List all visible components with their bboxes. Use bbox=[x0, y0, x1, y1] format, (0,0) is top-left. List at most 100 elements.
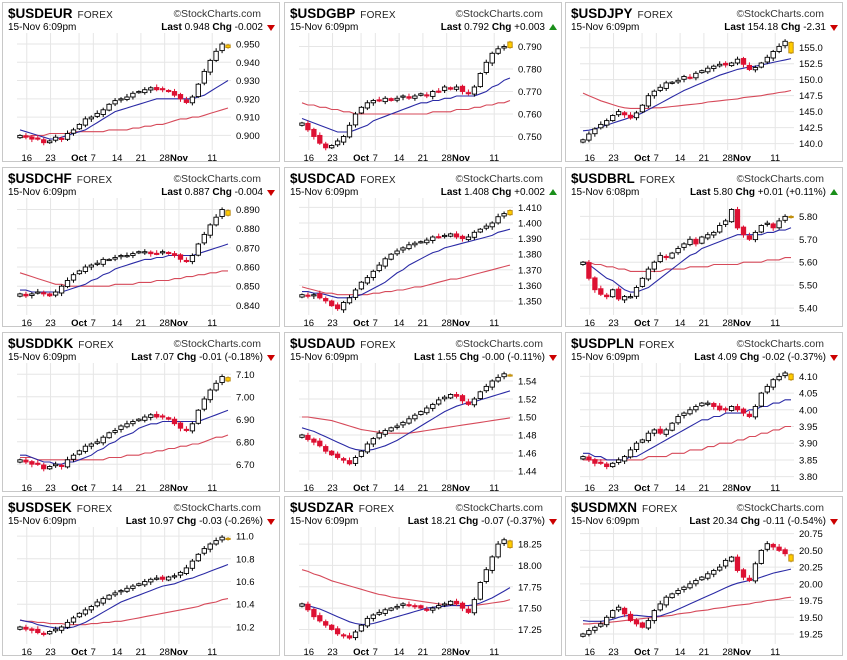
chart-panel[interactable]: $USDBRL FOREX ©StockCharts.com 15-Nov 6:08p… bbox=[565, 167, 843, 327]
y-tick-label: 0.780 bbox=[518, 65, 542, 76]
x-tick-label: Oct bbox=[353, 483, 370, 491]
candle-body bbox=[758, 549, 764, 564]
chart-panel[interactable]: $USDEUR FOREX ©StockCharts.com 15-Nov 6:09p… bbox=[2, 2, 280, 162]
candle-body bbox=[633, 619, 640, 625]
candle-body bbox=[171, 91, 178, 96]
candle-body bbox=[183, 99, 190, 103]
chart-stats: Last 1.408 Chg +0.002 bbox=[441, 187, 545, 198]
candle-body bbox=[610, 610, 616, 618]
candle-body bbox=[459, 235, 466, 240]
chart-panel[interactable]: $USDGBP FOREX ©StockCharts.com 15-Nov 6:09p… bbox=[284, 2, 562, 162]
candle-body bbox=[615, 288, 622, 300]
candle-body bbox=[501, 46, 507, 49]
x-tick-label: 21 bbox=[699, 483, 710, 491]
chart-panel[interactable]: $USDPLN FOREX ©StockCharts.com 15-Nov 6:09p… bbox=[565, 332, 843, 492]
candle-body bbox=[94, 601, 100, 607]
watermark-text: StockCharts.com bbox=[463, 8, 543, 20]
chart-date: 15-Nov 6:09pm bbox=[8, 516, 77, 527]
chart-date: 15-Nov 6:08pm bbox=[571, 187, 640, 198]
y-tick-label: 1.46 bbox=[518, 449, 537, 460]
y-tick-label: 1.380 bbox=[518, 250, 542, 261]
candle-body bbox=[41, 139, 47, 144]
chart-panel[interactable]: $USDCAD FOREX ©StockCharts.com 15-Nov 6:09p… bbox=[284, 167, 562, 327]
candle-body bbox=[746, 235, 753, 240]
stockcharts-watermark: ©StockCharts.com bbox=[737, 173, 824, 185]
candle-body bbox=[722, 220, 729, 225]
last-label: Last bbox=[689, 516, 713, 527]
y-tick-label: 20.75 bbox=[799, 529, 823, 540]
chg-label: Chg bbox=[737, 352, 763, 363]
chart-panel[interactable]: $USDZAR FOREX ©StockCharts.com 15-Nov 6:09p… bbox=[284, 496, 562, 656]
chart-panel[interactable]: $USDDKK FOREX ©StockCharts.com 15-Nov 6:09p… bbox=[2, 332, 280, 492]
candle-body bbox=[35, 628, 41, 634]
watermark-text: StockCharts.com bbox=[181, 173, 261, 185]
candle-body bbox=[70, 129, 77, 134]
candle-body bbox=[495, 543, 501, 558]
x-tick-label: 16 bbox=[21, 318, 32, 326]
triangle-down-icon bbox=[267, 355, 275, 361]
candle-body bbox=[370, 270, 376, 278]
candle-body bbox=[764, 543, 770, 550]
x-tick-label: 21 bbox=[699, 318, 710, 326]
exchange-label: FOREX bbox=[76, 175, 113, 186]
watermark-text: StockCharts.com bbox=[463, 338, 543, 350]
watermark-text: StockCharts.com bbox=[744, 8, 824, 20]
candle-body bbox=[23, 135, 29, 138]
y-tick-label: 1.410 bbox=[518, 203, 542, 214]
candle-body bbox=[136, 583, 142, 586]
candle-body bbox=[412, 414, 418, 420]
chart-symbol: $USDEUR FOREX bbox=[8, 6, 113, 21]
ma-long-line bbox=[582, 89, 792, 109]
candle-body bbox=[100, 109, 106, 115]
candle-body bbox=[604, 120, 610, 126]
watermark-text: StockCharts.com bbox=[181, 8, 261, 20]
x-tick-label: 11 bbox=[770, 647, 780, 655]
candle-body bbox=[639, 104, 646, 113]
chart-panel[interactable]: $USDSEK FOREX ©StockCharts.com 15-Nov 6:09p… bbox=[2, 496, 280, 656]
chart-panel[interactable]: $USDMXN FOREX ©StockCharts.com 15-Nov 6:09p… bbox=[565, 496, 843, 656]
chart-symbol: $USDJPY FOREX bbox=[571, 6, 673, 21]
candle-body bbox=[352, 457, 359, 464]
candle-body bbox=[424, 608, 430, 611]
x-tick-label: 28 bbox=[441, 318, 452, 326]
candle-body bbox=[687, 238, 693, 246]
ma-long-line bbox=[19, 598, 229, 626]
chart-stats: Last 20.34 Chg -0.11 (-0.54%) bbox=[689, 516, 826, 527]
last-label: Last bbox=[131, 352, 155, 363]
y-tick-label: 5.50 bbox=[799, 281, 818, 292]
candle-body bbox=[477, 582, 483, 600]
x-tick-label: 21 bbox=[136, 483, 147, 491]
chart-symbol: $USDDKK FOREX bbox=[8, 336, 114, 351]
candle-body bbox=[465, 608, 472, 613]
candle-body bbox=[627, 296, 634, 299]
candle-body bbox=[58, 285, 65, 294]
chart-panel[interactable]: $USDJPY FOREX ©StockCharts.com 15-Nov 6:09p… bbox=[565, 2, 843, 162]
candle-body bbox=[340, 302, 347, 311]
symbol-text: $USDJPY bbox=[571, 6, 633, 21]
candle-body bbox=[740, 569, 747, 578]
chart-date: 15-Nov 6:09pm bbox=[290, 22, 359, 33]
x-tick-label: 23 bbox=[327, 153, 338, 161]
x-tick-label: 7 bbox=[91, 647, 96, 655]
candle-body bbox=[764, 56, 770, 63]
candle-body bbox=[323, 298, 329, 302]
candle-body bbox=[364, 443, 371, 453]
candle-body bbox=[633, 112, 640, 119]
candle-body bbox=[788, 41, 794, 54]
candle-body bbox=[159, 251, 166, 254]
chg-percent: (-0.37%) bbox=[787, 352, 826, 363]
y-tick-label: 140.0 bbox=[799, 139, 823, 150]
exchange-label: FOREX bbox=[639, 175, 676, 186]
candle-body bbox=[728, 209, 735, 223]
candle-body bbox=[746, 413, 753, 417]
triangle-down-icon bbox=[830, 519, 838, 525]
candle-body bbox=[171, 253, 178, 256]
x-tick-label: 7 bbox=[654, 647, 659, 655]
chart-panel[interactable]: $USDAUD FOREX ©StockCharts.com 15-Nov 6:09p… bbox=[284, 332, 562, 492]
candle-body bbox=[418, 411, 424, 415]
candle-body bbox=[651, 261, 657, 270]
candle-body bbox=[171, 418, 178, 425]
y-tick-label: 0.920 bbox=[236, 94, 260, 105]
candle-body bbox=[201, 398, 207, 410]
chart-panel[interactable]: $USDCHF FOREX ©StockCharts.com 15-Nov 6:09p… bbox=[2, 167, 280, 327]
